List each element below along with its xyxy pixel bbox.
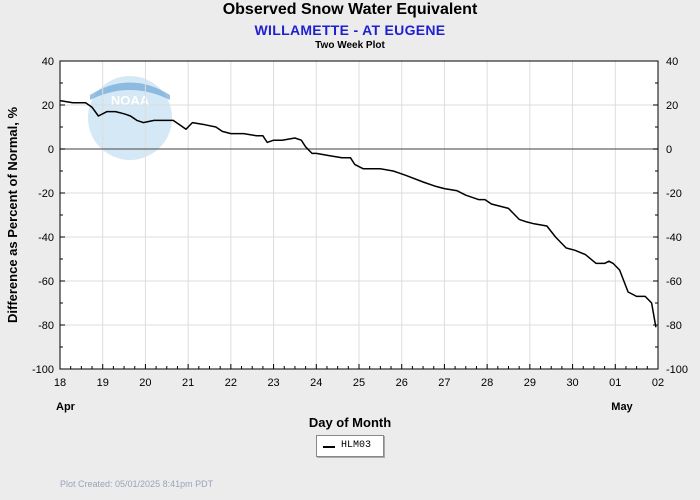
x-tick-label: 20 <box>139 377 151 389</box>
x-tick-label: 26 <box>396 377 408 389</box>
legend-swatch <box>323 446 335 448</box>
month-label: Apr <box>56 401 76 413</box>
noaa-logo-icon <box>88 76 172 160</box>
y-tick-label-left: -100 <box>32 364 54 376</box>
y-tick-label-right: 40 <box>666 56 678 68</box>
x-tick-label: 28 <box>481 377 493 389</box>
y-tick-label-right: -80 <box>666 320 682 332</box>
y-tick-label-left: 40 <box>42 56 54 68</box>
x-tick-label: 22 <box>225 377 237 389</box>
y-tick-label-right: -100 <box>666 364 688 376</box>
chart-title: Observed Snow Water Equivalent <box>222 1 478 18</box>
x-tick-label: 02 <box>652 377 664 389</box>
x-tick-label: 21 <box>182 377 194 389</box>
x-axis-label: Day of Month <box>308 415 392 430</box>
y-tick-label-right: -60 <box>666 276 682 288</box>
noaa-logo-wave <box>90 82 170 100</box>
y-tick-label-left: -40 <box>38 232 54 244</box>
month-label: May <box>611 401 633 413</box>
y-tick-label-right: 20 <box>666 100 678 112</box>
series-line-hlm03 <box>59 99 657 328</box>
y-tick-label-left: 20 <box>42 100 54 112</box>
x-tick-label: 29 <box>524 377 536 389</box>
legend: HLM03 <box>316 435 384 457</box>
y-tick-label-right: 0 <box>666 144 672 156</box>
y-axis-label: Difference as Percent of Normal, % <box>5 107 20 323</box>
y-tick-label-right: -40 <box>666 232 682 244</box>
chart-subsubtitle: Two Week Plot <box>315 40 385 51</box>
x-tick-label: 25 <box>353 377 365 389</box>
x-tick-label: 24 <box>310 377 322 389</box>
y-tick-label-left: 0 <box>48 144 54 156</box>
legend-label: HLM03 <box>341 440 372 451</box>
x-tick-label: 30 <box>566 377 578 389</box>
x-tick-label: 27 <box>438 377 450 389</box>
y-tick-label-right: -20 <box>666 188 682 200</box>
chart-subtitle: WILLAMETTE - AT EUGENE <box>254 22 446 38</box>
x-tick-label: 01 <box>609 377 621 389</box>
y-tick-label-left: -20 <box>38 188 54 200</box>
plot-created-footer: Plot Created: 05/01/2025 8:41pm PDT <box>60 479 214 489</box>
y-tick-label-left: -60 <box>38 276 54 288</box>
noaa-logo-text: NOAA <box>111 93 150 108</box>
x-tick-label: 18 <box>54 377 66 389</box>
y-tick-label-left: -80 <box>38 320 54 332</box>
x-tick-label: 23 <box>267 377 279 389</box>
x-tick-label: 19 <box>97 377 109 389</box>
